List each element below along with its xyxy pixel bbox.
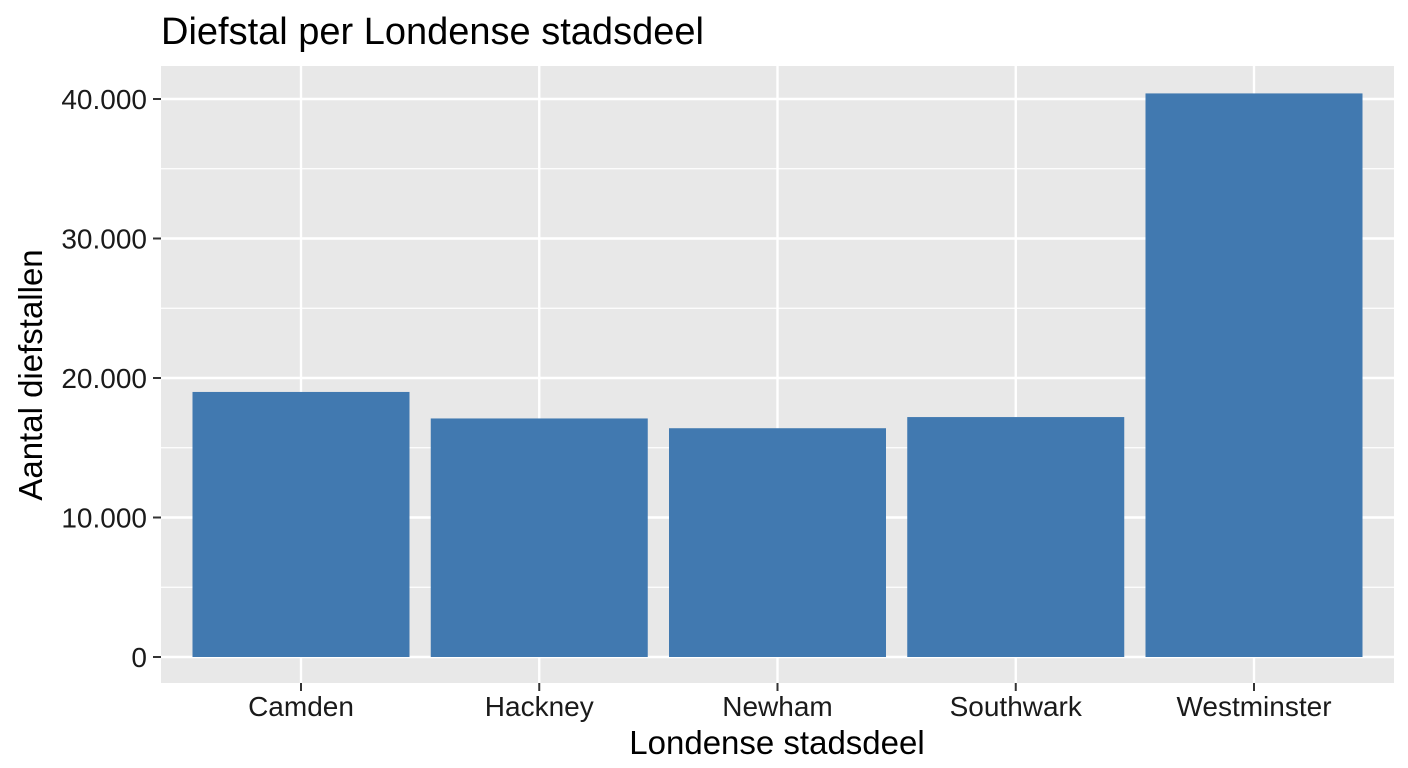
chart-title: Diefstal per Londense stadsdeel [161,11,704,53]
bar-southwark [907,417,1125,657]
y-tick-label-1: 10.000 [61,503,147,534]
y-tick-label-3: 30.000 [61,224,147,255]
y-axis-title: Aantal diefstallen [12,249,49,500]
bar-hackney [430,418,648,657]
y-tick-label-2: 20.000 [61,363,147,394]
y-axis: 0 10.000 20.000 30.000 40.000 [61,84,161,673]
x-tick-label-westminster: Westminster [1176,691,1331,722]
bar-newham [669,428,886,657]
y-tick-label-0: 0 [131,642,147,673]
x-tick-label-newham: Newham [722,691,832,722]
bar-camden [192,391,410,657]
x-tick-label-camden: Camden [248,691,354,722]
bars [192,93,1363,658]
x-tick-label-hackney: Hackney [485,691,594,722]
x-axis-title: Londense stadsdeel [629,724,924,761]
x-tick-label-southwark: Southwark [950,691,1083,722]
y-tick-label-4: 40.000 [61,84,147,115]
x-axis: Camden Hackney Newham Southwark Westminster [248,683,1332,722]
bar-westminster [1145,93,1363,658]
